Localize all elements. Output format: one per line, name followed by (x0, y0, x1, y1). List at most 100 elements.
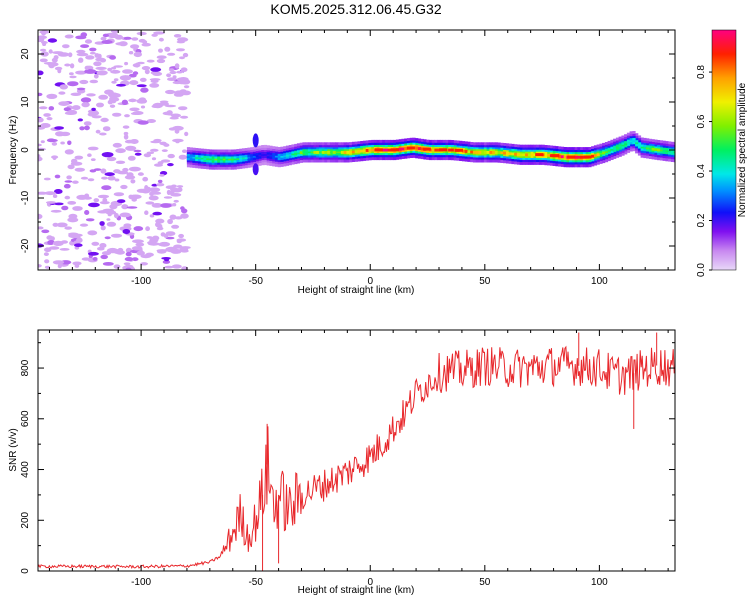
noise-speckle (72, 180, 79, 184)
ridge-cell (283, 155, 287, 158)
noise-speckle (74, 167, 86, 172)
noise-speckle (132, 239, 144, 244)
ridge-cell (338, 151, 342, 154)
noise-speckle (101, 176, 108, 180)
ridge-cell (503, 151, 507, 155)
noise-speckle (79, 223, 89, 227)
ridge-peak (455, 148, 463, 152)
ridge-cell (318, 151, 323, 154)
noise-speckle (90, 158, 96, 162)
noise-speckle (41, 41, 48, 44)
noise-speckle (151, 33, 158, 37)
ridge-cell (665, 150, 669, 152)
ridge-cell (654, 148, 658, 152)
x-tick-label: -100 (131, 276, 151, 287)
noise-speckle (74, 155, 84, 160)
colorbar: 0.0 0.2 0.4 0.6 0.8 Normalized spectral ampl… (696, 29, 748, 277)
ridge-cell (211, 158, 215, 161)
noise-speckle (67, 217, 79, 223)
spectrogram-marks (38, 30, 675, 270)
noise-speckle (136, 31, 147, 36)
noise-speckle (38, 156, 43, 162)
noise-speckle (79, 126, 85, 131)
ridge-cell (602, 151, 606, 155)
noise-speckle (95, 66, 107, 70)
noise-speckle (144, 185, 149, 191)
noise-speckle (64, 111, 77, 115)
noise-speckle (163, 233, 169, 238)
noise-speckle (100, 168, 107, 174)
noise-speckle (100, 254, 108, 260)
noise-speckle (170, 187, 178, 192)
noise-speckle (157, 249, 167, 254)
y-tick-label: 0 (20, 147, 31, 153)
ridge-cell (217, 158, 221, 161)
noise-speckle (122, 229, 131, 234)
ridge-cell (236, 158, 240, 160)
y-tick-label: 20 (20, 48, 31, 60)
noise-speckle (38, 143, 42, 147)
noise-speckle (182, 149, 187, 153)
noise-speckle (51, 142, 58, 146)
noise-speckle (54, 189, 63, 194)
y-tick-label: 10 (20, 96, 31, 108)
ridge-cell (272, 155, 276, 158)
noise-speckle (95, 129, 101, 134)
noise-speckle (91, 115, 102, 119)
ridge-peak (567, 155, 576, 159)
ridge-cell (508, 152, 512, 156)
ridge-cell (580, 155, 584, 159)
noise-speckle (124, 139, 136, 144)
ridge-cell (305, 151, 309, 154)
ridge-cell (500, 151, 504, 155)
noise-speckle (174, 63, 180, 69)
noise-speckle (109, 104, 116, 108)
noise-speckle (164, 104, 177, 108)
noise-speckle (72, 206, 83, 211)
x-tick-label: 100 (591, 276, 608, 287)
ridge-cell (527, 153, 532, 157)
snr-ticks: -100 -50 0 50 100 0 200 400 600 800 (20, 330, 675, 588)
ridge-cell (659, 149, 664, 152)
ridge-cell (382, 148, 386, 152)
noise-speckle (67, 164, 75, 170)
ridge-cell (354, 150, 358, 154)
noise-speckle (61, 205, 69, 211)
noise-speckle (128, 98, 137, 103)
noise-speckle (79, 79, 89, 85)
noise-speckle (92, 257, 98, 261)
ridge-cell (233, 158, 237, 161)
noise-speckle (74, 246, 80, 250)
noise-speckle (158, 48, 163, 53)
noise-speckle (122, 125, 130, 129)
ridge-cell (610, 149, 614, 151)
noise-speckle (107, 175, 116, 181)
ridge-cell (241, 157, 246, 160)
x-tick-label: -50 (248, 577, 263, 588)
ridge-cell (464, 150, 468, 153)
ridge-peak (439, 148, 447, 152)
ridge-cell (288, 154, 292, 156)
ridge-cell (357, 149, 361, 153)
ridge-cell (558, 155, 562, 158)
noise-speckle (87, 178, 95, 182)
noise-speckle (146, 59, 155, 63)
noise-speckle (40, 48, 47, 52)
noise-speckle (158, 241, 171, 247)
x-tick-label: 0 (367, 577, 373, 588)
noise-speckle (136, 84, 147, 88)
ridge-cell (591, 154, 595, 158)
ridge-cell (239, 157, 243, 160)
ridge-cell (470, 150, 474, 154)
noise-speckle (169, 70, 177, 75)
ridge-cell (362, 149, 367, 153)
noise-speckle (54, 66, 63, 71)
noise-speckle (166, 189, 171, 195)
noise-speckle (114, 178, 120, 182)
noise-speckle (173, 90, 186, 95)
noise-speckle (45, 201, 57, 204)
colorbar-gradient (711, 29, 737, 271)
noise-speckle (167, 163, 174, 167)
noise-speckle (50, 209, 62, 213)
y-tick-label: 400 (20, 461, 31, 478)
